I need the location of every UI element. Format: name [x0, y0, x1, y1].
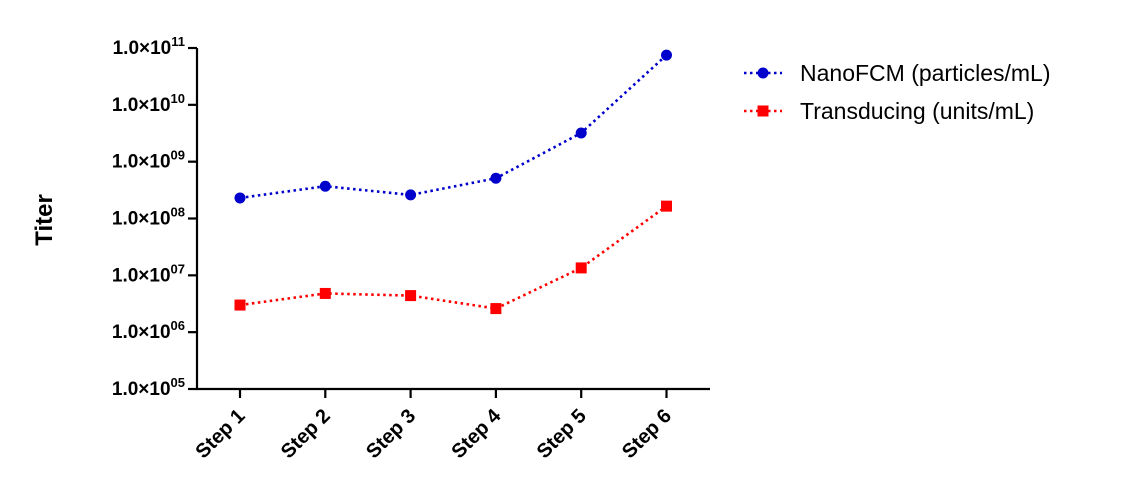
x-tick-label: Step 2 [277, 405, 335, 463]
data-point [319, 287, 331, 299]
y-tick-label: 1.0×1009 [112, 148, 185, 173]
series-lines [234, 49, 672, 315]
series-line [239, 54, 668, 200]
series-line [239, 205, 668, 310]
data-point [490, 172, 502, 184]
data-point [319, 180, 331, 192]
data-point [234, 192, 246, 204]
legend-item: NanoFCM (particles/mL) [744, 60, 1051, 86]
data-point [661, 200, 672, 212]
legend-item: Transducing (units/mL) [744, 98, 1034, 124]
data-point [575, 262, 587, 274]
data-point [575, 127, 587, 139]
data-point [490, 303, 502, 315]
data-point [405, 189, 417, 201]
legend-label: Transducing (units/mL) [800, 98, 1034, 124]
series-1 [234, 49, 672, 204]
y-axis-title: Titer [31, 194, 58, 246]
x-tick-label: Step 1 [192, 405, 250, 463]
y-tick-label: 1.0×1005 [112, 375, 185, 400]
y-tick-label: 1.0×1010 [112, 91, 185, 116]
data-point [661, 49, 672, 61]
legend-marker [757, 67, 769, 79]
legend: NanoFCM (particles/mL) Transducing (units… [744, 60, 1051, 124]
x-tick-label: Step 4 [447, 404, 506, 463]
y-tick-label: 1.0×1011 [113, 34, 185, 59]
y-tick-label: 1.0×1006 [112, 318, 185, 343]
y-tick-label: 1.0×1008 [112, 205, 185, 230]
y-tick-labels: 1.0×1005 1.0×1006 1.0×1007 1.0×1008 1.0×1009… [112, 34, 185, 400]
x-tick-label: Step 3 [362, 405, 420, 463]
axes [188, 46, 710, 398]
legend-marker [757, 105, 769, 117]
series-2 [234, 200, 672, 315]
y-tick-label: 1.0×1007 [112, 261, 185, 286]
x-tick-label: Step 5 [533, 405, 591, 463]
x-tick-label: Step 6 [618, 405, 676, 463]
x-tick-labels: Step 1 Step 2 Step 3 Step 4 Step 5 Step 6 [192, 404, 677, 463]
data-point [234, 299, 246, 311]
data-point [405, 290, 417, 302]
legend-label: NanoFCM (particles/mL) [800, 60, 1051, 86]
